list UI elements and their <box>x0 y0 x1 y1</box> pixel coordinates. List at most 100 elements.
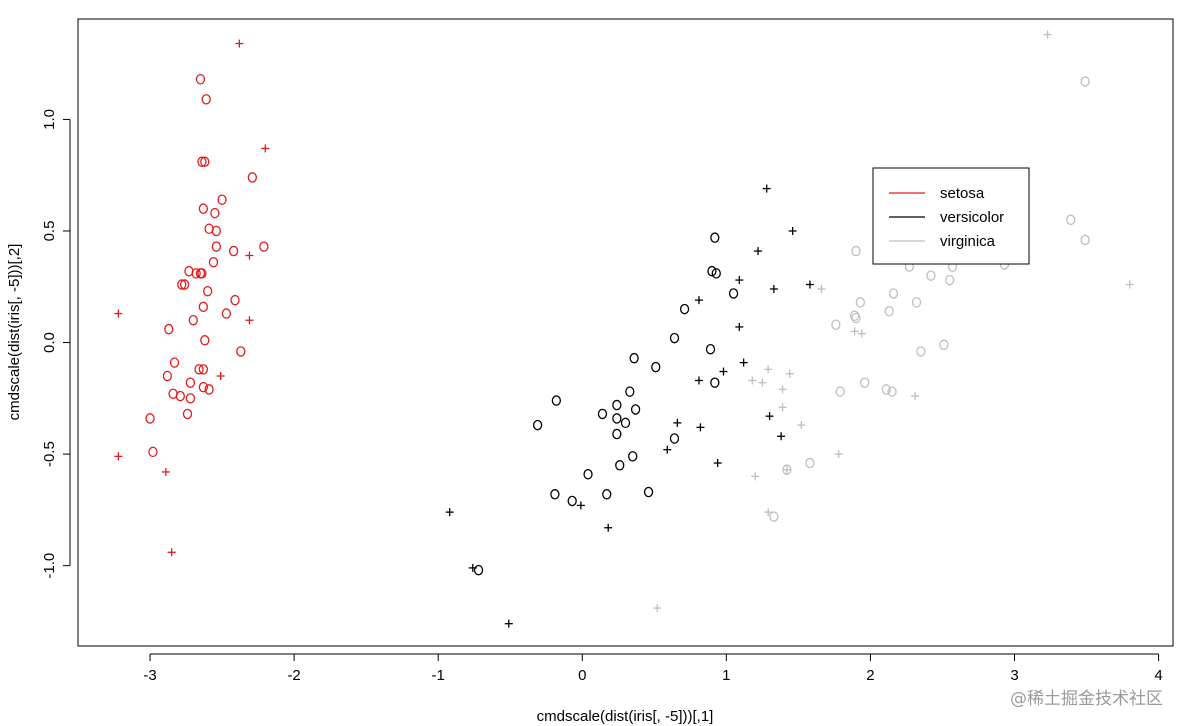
setosa-point-o <box>208 256 219 268</box>
versicolor-point-plus <box>445 508 454 517</box>
versicolor-point-plus <box>576 501 585 510</box>
y-tick-label: -0.5 <box>41 441 58 467</box>
virginica-point-plus <box>1043 30 1052 39</box>
setosa-point-o <box>200 156 210 168</box>
versicolor-point-o <box>583 468 593 480</box>
setosa-point-o <box>148 446 158 458</box>
virginica-point-o <box>855 297 865 308</box>
x-tick-label: -1 <box>432 667 445 684</box>
setosa-point-plus <box>245 316 254 325</box>
watermark: @稀土掘金技术社区 <box>1010 689 1163 709</box>
versicolor-point-o <box>567 495 577 507</box>
virginica-point-o <box>860 377 870 388</box>
setosa-point-o <box>175 390 185 402</box>
virginica-point-plus <box>758 378 767 387</box>
setosa-point-plus <box>235 39 244 48</box>
setosa-point-o <box>221 308 232 319</box>
virginica-point-plus <box>653 604 662 613</box>
virginica-point-o <box>851 312 861 324</box>
virginica-point-plus <box>1125 280 1134 289</box>
versicolor-point-plus <box>739 358 748 367</box>
virginica-point-plus <box>751 472 760 481</box>
versicolor-point-o <box>625 386 635 397</box>
setosa-point-o <box>198 364 208 375</box>
virginica-point-o <box>888 288 899 299</box>
versicolor-point-o <box>679 303 690 315</box>
versicolor-point-o <box>620 417 631 429</box>
setosa-point-o <box>185 377 196 388</box>
versicolor-point-plus <box>762 184 771 193</box>
setosa-point-o <box>179 279 190 290</box>
virginica-point-o <box>939 339 949 351</box>
versicolor-point-plus <box>754 247 763 256</box>
setosa-point-o <box>169 357 180 368</box>
x-tick-label: 2 <box>866 667 874 684</box>
setosa-point-o <box>210 207 220 219</box>
setosa-point-o <box>230 294 240 306</box>
setosa-point-plus <box>114 452 123 461</box>
x-tick-label: 4 <box>1154 667 1162 684</box>
setosa-point-o <box>201 94 211 105</box>
setosa-point-plus <box>167 548 176 557</box>
versicolor-point-o <box>550 489 560 500</box>
y-tick-label: 0.0 <box>41 332 58 353</box>
setosa-point-o <box>177 279 187 290</box>
virginica-point-o <box>1080 76 1090 87</box>
versicolor-point-o <box>630 404 641 415</box>
versicolor-point-plus <box>769 284 778 293</box>
virginica-point-o <box>1066 214 1076 226</box>
virginica-point-plus <box>785 369 794 378</box>
versicolor-point-plus <box>673 418 682 427</box>
virginica-point-o <box>851 245 861 257</box>
versicolor-point-plus <box>604 523 613 532</box>
versicolor-point-o <box>629 352 639 364</box>
versicolor-point-o <box>615 460 625 471</box>
x-tick-label: -3 <box>143 667 156 684</box>
versicolor-point-plus <box>765 412 774 421</box>
versicolor-point-o <box>612 413 622 424</box>
versicolor-point-o <box>551 395 561 406</box>
virginica-point-plus <box>764 508 773 517</box>
virginica-point-plus <box>748 376 757 385</box>
setosa-point-o <box>145 413 155 424</box>
versicolor-point-plus <box>805 280 814 289</box>
setosa-point-plus <box>245 251 254 260</box>
x-tick-label: -2 <box>287 667 300 684</box>
versicolor-point-o <box>602 489 612 500</box>
virginica-point-o <box>1080 234 1090 246</box>
setosa-point-o <box>211 225 221 237</box>
versicolor-point-plus <box>663 445 672 454</box>
versicolor-point-plus <box>719 367 728 376</box>
versicolor-point-o <box>597 408 608 420</box>
setosa-point-o <box>188 314 198 326</box>
virginica-point-plus <box>778 403 787 412</box>
setosa-point-o <box>200 335 210 346</box>
setosa-point-o <box>195 268 206 279</box>
virginica-point-plus <box>850 327 859 336</box>
x-tick-label: 1 <box>722 667 730 684</box>
virginica-point-o <box>849 310 860 322</box>
y-tick-label: 0.5 <box>41 221 58 242</box>
virginica-point-plus <box>834 450 843 459</box>
virginica-point-plus <box>857 329 866 338</box>
setosa-point-o <box>236 346 246 357</box>
virginica-point-o <box>884 306 894 317</box>
virginica-point-o <box>831 319 841 330</box>
legend-box <box>872 167 1030 265</box>
setosa-point-plus <box>161 467 170 476</box>
virginica-point-plus <box>797 421 806 430</box>
virginica-point-plus <box>817 284 826 293</box>
versicolor-point-plus <box>694 376 703 385</box>
legend-label-versicolor: versicolor <box>940 209 1004 226</box>
setosa-point-o <box>247 172 257 183</box>
versicolor-point-o <box>643 486 654 498</box>
axis-ticks: -3 -2 -1 0 1 2 3 4 -1.0 -0.5 0.0 0.5 1.0 <box>41 109 1163 684</box>
setosa-point-o <box>203 285 213 297</box>
setosa-point-o <box>182 408 193 420</box>
virginica-point-o <box>881 384 891 395</box>
legend-label-setosa: setosa <box>940 185 985 202</box>
versicolor-point-plus <box>788 226 797 235</box>
setosa-point-o <box>194 364 204 375</box>
versicolor-point-o <box>710 377 720 388</box>
